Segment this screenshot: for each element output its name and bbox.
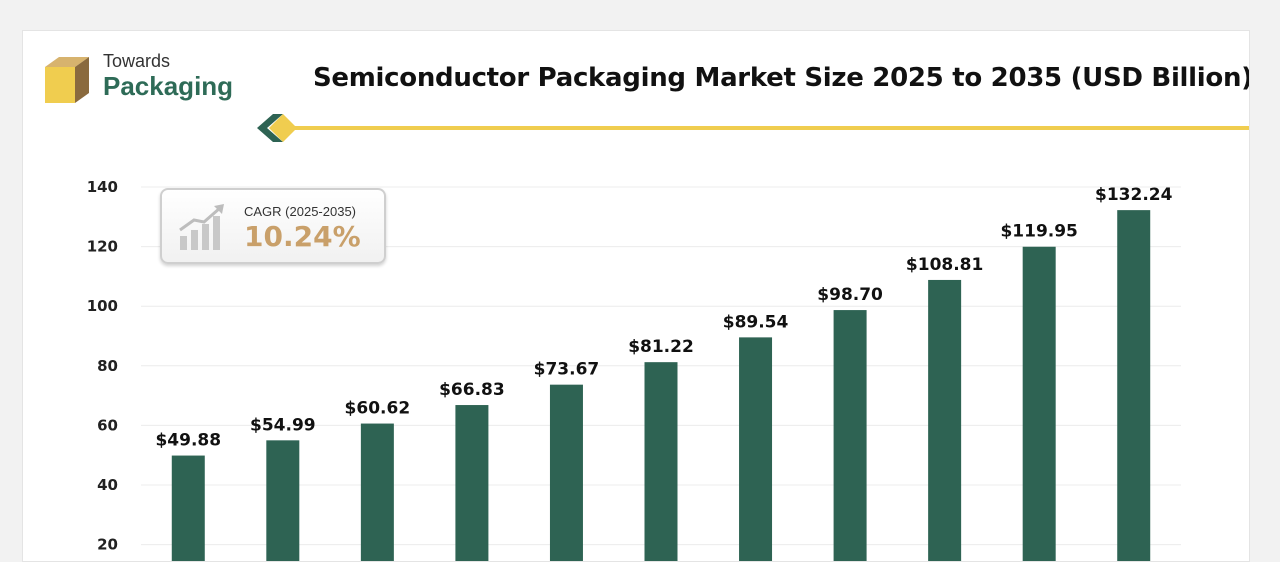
chart-card: Towards Packaging Semiconductor Packagin… — [22, 30, 1250, 562]
bar-2025 — [171, 455, 205, 561]
data-label-2035: $132.24 — [1095, 185, 1173, 205]
growth-chart-icon — [179, 204, 224, 250]
title-underline — [257, 114, 1249, 142]
data-label-2025: $49.88 — [155, 431, 221, 451]
data-label-2031: $89.54 — [723, 312, 789, 332]
bar-2032 — [833, 310, 867, 561]
bar-2030 — [644, 362, 678, 561]
y-tick-label: 100 — [87, 297, 118, 315]
y-tick-label: 40 — [97, 476, 118, 494]
y-tick-label: 20 — [97, 536, 118, 554]
bar-chart: $49.88 $54.99 $60.62 $66.83 $73.67 $81.22 $89.… — [87, 178, 1181, 561]
data-label-2027: $60.62 — [345, 399, 411, 419]
bar-2034 — [1022, 246, 1056, 561]
bar-2033 — [928, 279, 962, 561]
brand-logo: Towards Packaging — [41, 49, 261, 109]
cagr-label: CAGR (2025-2035) — [244, 204, 356, 219]
bar-2026 — [266, 440, 300, 561]
bar-2035 — [1117, 210, 1151, 561]
data-label-2033: $108.81 — [906, 255, 983, 275]
data-label-2034: $119.95 — [1000, 222, 1077, 242]
bar-2027 — [360, 423, 394, 561]
y-tick-label: 60 — [97, 416, 118, 434]
y-tick-label: 120 — [87, 238, 118, 256]
data-label-2026: $54.99 — [250, 415, 316, 435]
cagr-callout: CAGR (2025-2035) 10.24% — [160, 188, 386, 264]
brand-name-line2: Packaging — [103, 71, 234, 101]
bar-2028 — [455, 405, 489, 561]
bar-2031 — [739, 337, 773, 561]
data-label-2030: $81.22 — [628, 337, 694, 357]
box-logo-icon — [45, 57, 89, 103]
data-label-2032: $98.70 — [817, 285, 883, 305]
data-label-2029: $73.67 — [534, 360, 600, 380]
bar-2029 — [549, 384, 583, 561]
data-label-2028: $66.83 — [439, 380, 505, 400]
brand-name-line1: Towards — [103, 51, 171, 71]
y-tick-label: 80 — [97, 357, 118, 375]
y-tick-label: 140 — [87, 178, 118, 196]
cagr-value: 10.24% — [244, 220, 361, 253]
chart-title: Semiconductor Packaging Market Size 2025… — [313, 63, 1250, 93]
